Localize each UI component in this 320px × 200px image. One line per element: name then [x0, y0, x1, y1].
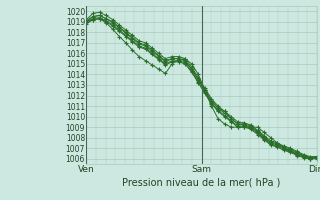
X-axis label: Pression niveau de la mer( hPa ): Pression niveau de la mer( hPa ) [123, 177, 281, 187]
